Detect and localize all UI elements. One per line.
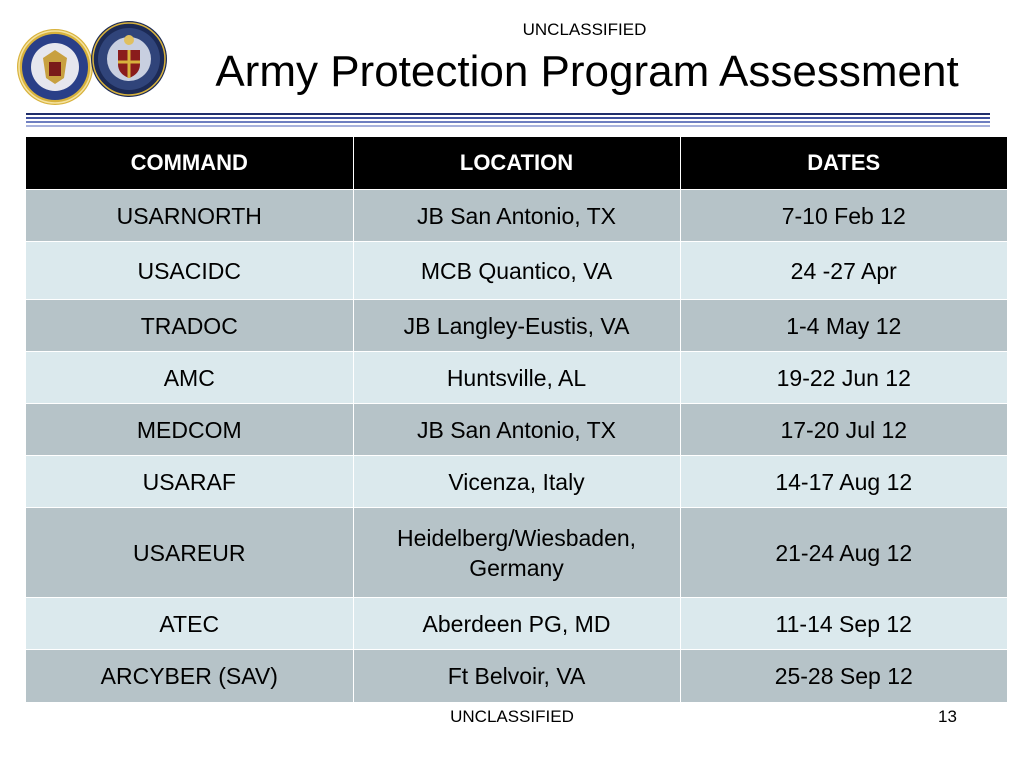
header-command: COMMAND	[26, 137, 354, 190]
title-divider	[26, 113, 990, 129]
cell-command: ATEC	[26, 597, 354, 650]
cell-location: Huntsville, AL	[353, 351, 681, 404]
cell-command: ARCYBER (SAV)	[26, 649, 354, 702]
page-title: Army Protection Program Assessment	[215, 47, 959, 96]
cell-command: USARAF	[26, 455, 354, 508]
table-row: AMC Huntsville, AL 19-22 Jun 12	[26, 351, 1007, 404]
cell-location: MCB Quantico, VA	[353, 241, 681, 300]
cell-location: Heidelberg/Wiesbaden, Germany	[353, 507, 681, 598]
cell-location: JB Langley-Eustis, VA	[353, 299, 681, 352]
cell-location: JB San Antonio, TX	[353, 189, 681, 242]
table-row: ARCYBER (SAV) Ft Belvoir, VA 25-28 Sep 1…	[26, 649, 1007, 702]
table-row: USAREUR Heidelberg/Wiesbaden, Germany 21…	[26, 507, 1007, 598]
assessment-schedule-table: COMMAND LOCATION DATES USARNORTH JB San …	[26, 137, 1007, 702]
header-location: LOCATION	[353, 137, 681, 190]
cell-command: USAREUR	[26, 507, 354, 598]
page-number: 13	[938, 707, 957, 726]
table-row: USARNORTH JB San Antonio, TX 7-10 Feb 12	[26, 189, 1007, 242]
cell-command: MEDCOM	[26, 403, 354, 456]
cell-dates: 17-20 Jul 12	[680, 403, 1007, 456]
cell-dates: 25-28 Sep 12	[680, 649, 1007, 702]
cell-command: USACIDC	[26, 241, 354, 300]
dod-seal-icon	[17, 29, 93, 105]
table-row: TRADOC JB Langley-Eustis, VA 1-4 May 12	[26, 299, 1007, 352]
classification-top: UNCLASSIFIED	[522, 20, 647, 39]
classification-bottom: UNCLASSIFIED	[450, 707, 574, 726]
table-header-row: COMMAND LOCATION DATES	[26, 137, 1007, 190]
cell-command: AMC	[26, 351, 354, 404]
cell-location: Vicenza, Italy	[353, 455, 681, 508]
header-dates: DATES	[680, 137, 1007, 190]
cell-location: Aberdeen PG, MD	[353, 597, 681, 650]
cell-dates: 1-4 May 12	[680, 299, 1007, 352]
cell-dates: 14-17 Aug 12	[680, 455, 1007, 508]
table-row: USACIDC MCB Quantico, VA 24 -27 Apr	[26, 241, 1007, 300]
table-row: MEDCOM JB San Antonio, TX 17-20 Jul 12	[26, 403, 1007, 456]
cell-location: JB San Antonio, TX	[353, 403, 681, 456]
cell-command: USARNORTH	[26, 189, 354, 242]
table-row: ATEC Aberdeen PG, MD 11-14 Sep 12	[26, 597, 1007, 650]
cell-dates: 24 -27 Apr	[680, 241, 1007, 300]
table-row: USARAF Vicenza, Italy 14-17 Aug 12	[26, 455, 1007, 508]
cell-dates: 7-10 Feb 12	[680, 189, 1007, 242]
cell-dates: 21-24 Aug 12	[680, 507, 1007, 598]
cell-dates: 11-14 Sep 12	[680, 597, 1007, 650]
cell-command: TRADOC	[26, 299, 354, 352]
cell-dates: 19-22 Jun 12	[680, 351, 1007, 404]
cell-location: Ft Belvoir, VA	[353, 649, 681, 702]
army-intelligence-seal-icon	[91, 21, 167, 97]
